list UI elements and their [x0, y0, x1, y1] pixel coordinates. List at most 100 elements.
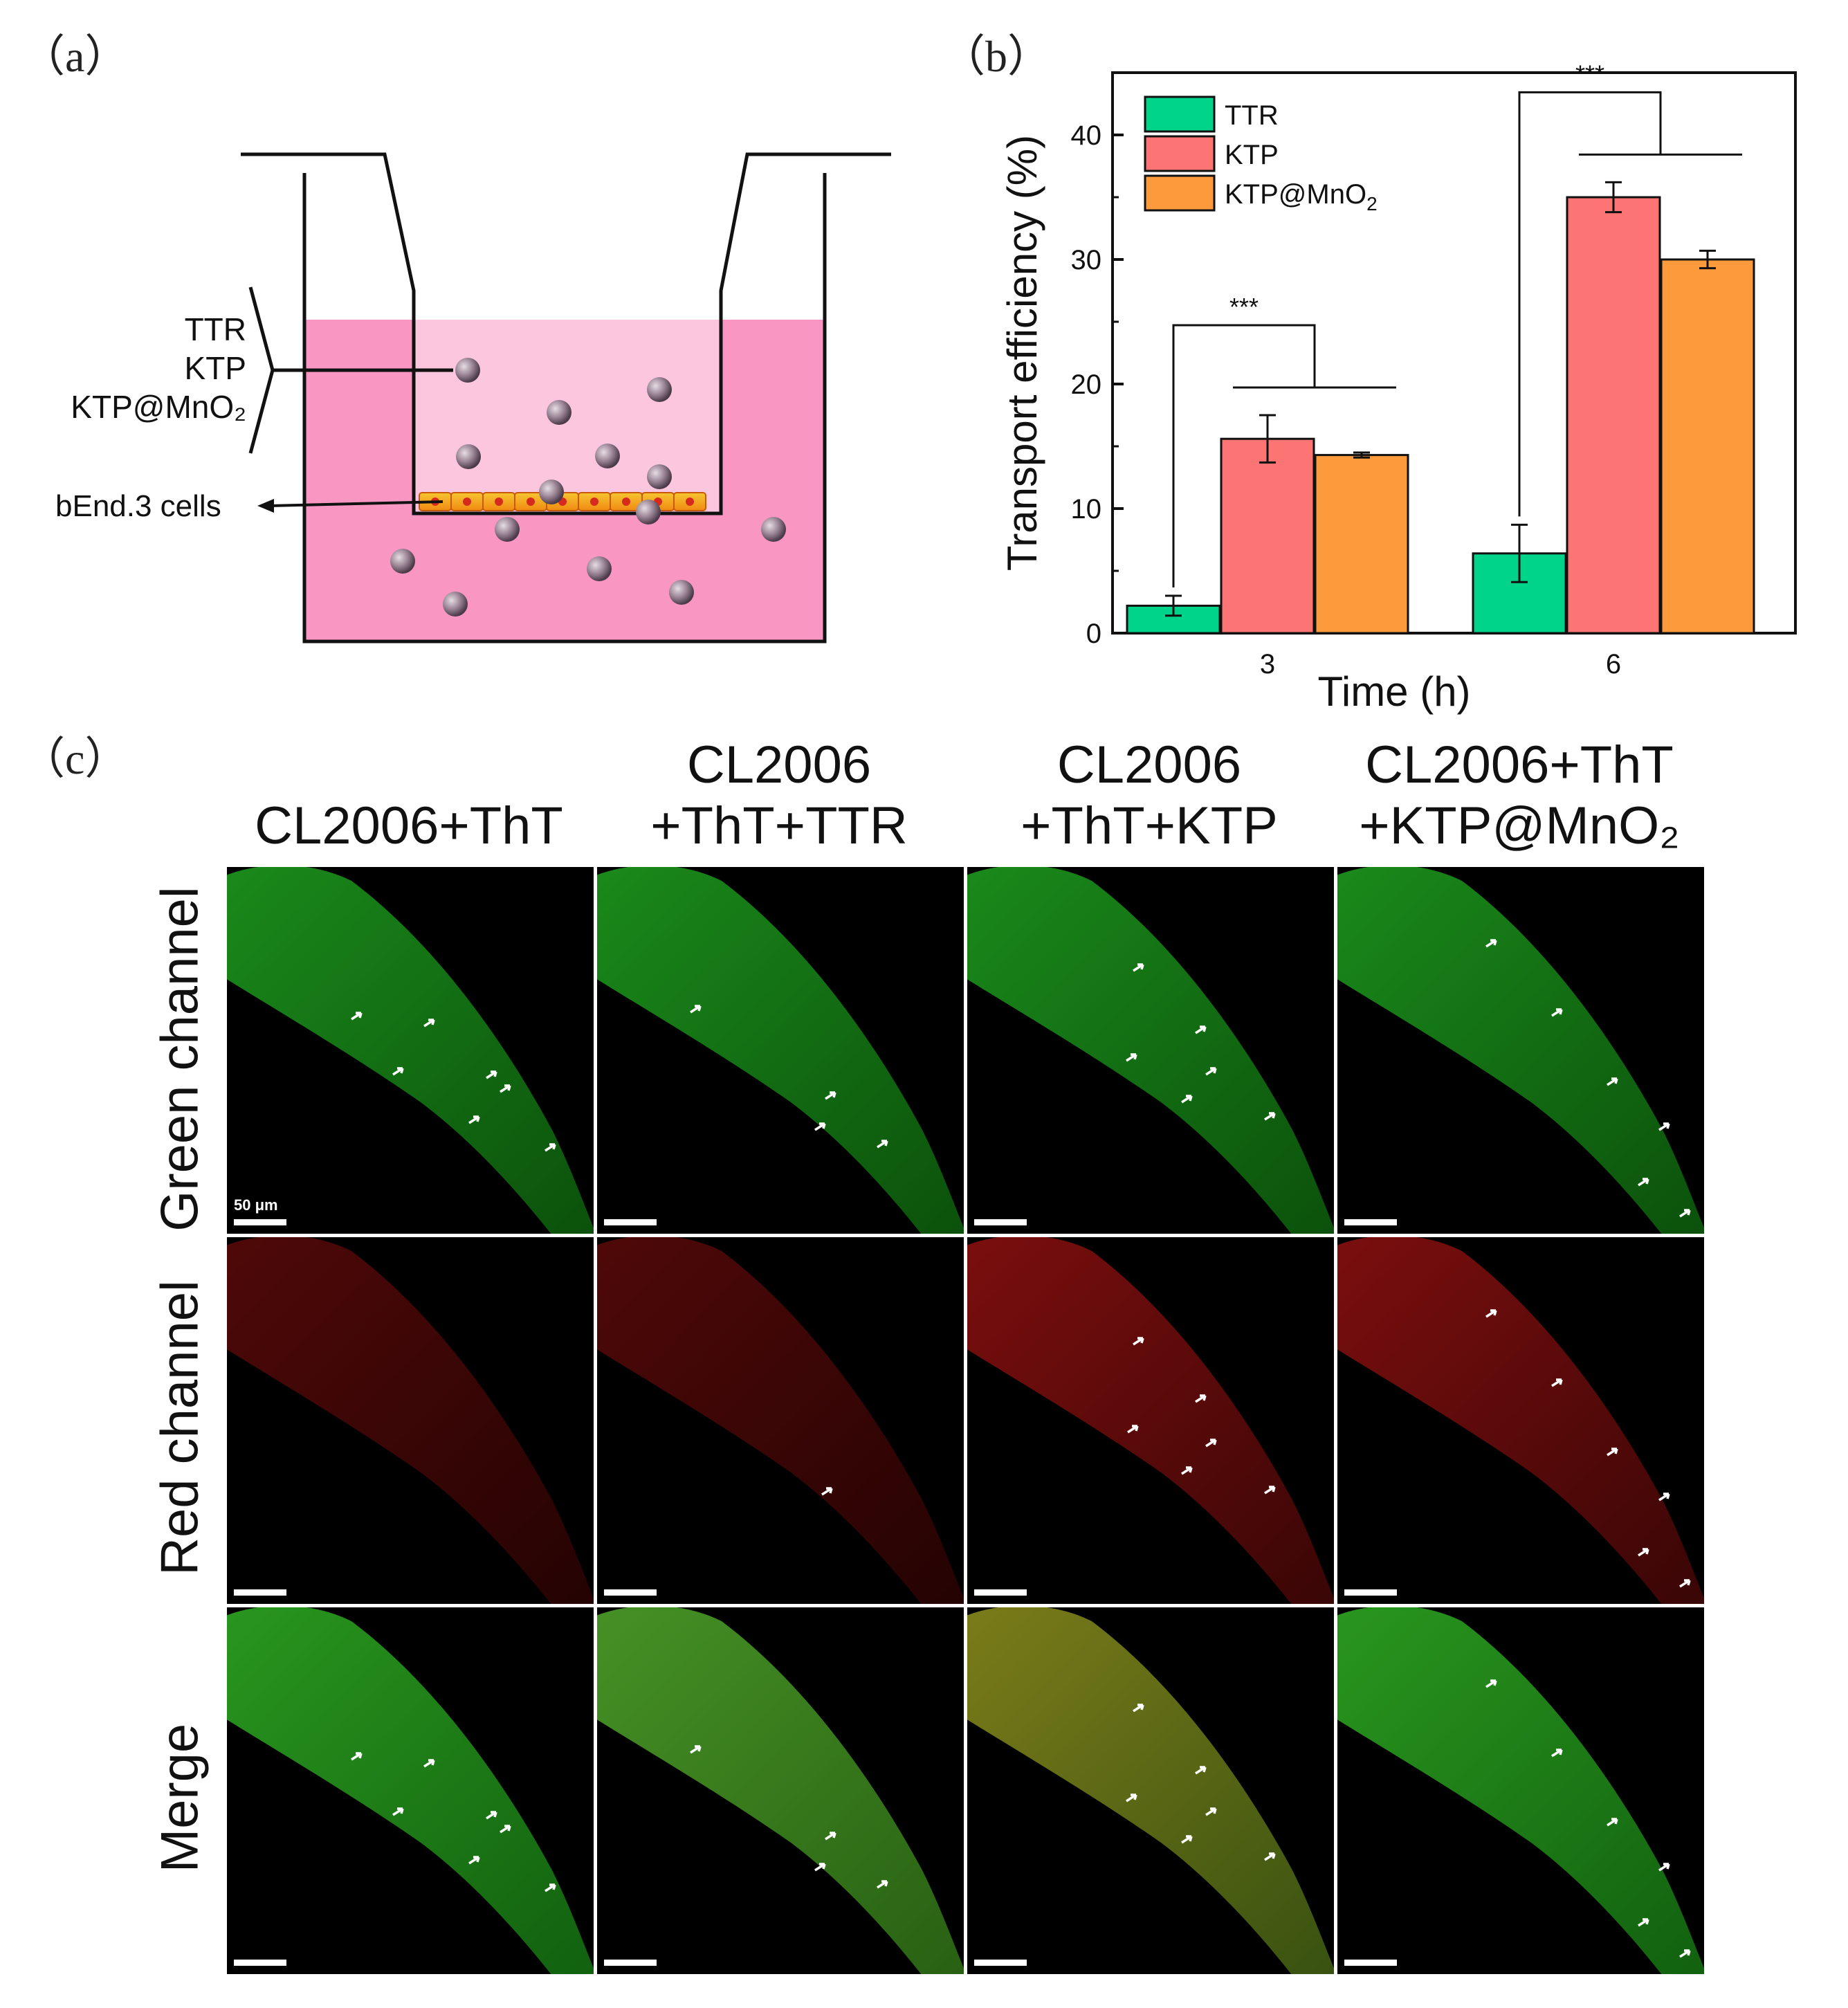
row-title-green: Green channel	[150, 886, 210, 1232]
y-tick-label-4: 40	[1071, 120, 1102, 151]
arrow-marker	[1195, 1025, 1207, 1034]
bar-ktpmno-6h	[1660, 258, 1755, 635]
y-tick-label-1: 10	[1071, 494, 1102, 524]
bar-chart: 0 10 20 30 40 3 6 *** *** Time (h) Transport effic…	[999, 60, 1797, 715]
legend-label-0: TTR	[1225, 100, 1279, 131]
arrow-marker	[1607, 1077, 1618, 1086]
arrow-marker	[1607, 1448, 1618, 1457]
bar-ktp-6h	[1566, 196, 1661, 635]
nanoparticles	[390, 358, 786, 617]
sig-bracket-0	[1172, 324, 1316, 587]
arrow-marker	[1181, 1835, 1193, 1844]
arrow-marker	[423, 1019, 435, 1028]
arrow-marker	[690, 1005, 702, 1014]
scale-bar	[604, 1960, 657, 1966]
x-tick-label-0: 3	[1260, 649, 1275, 679]
arrow-marker	[1264, 1112, 1276, 1121]
arrow-marker	[1551, 1008, 1563, 1017]
arrow-marker	[1658, 1493, 1670, 1502]
scale-bar	[1344, 1589, 1397, 1596]
micrograph-red-1	[227, 1237, 594, 1604]
legend-swatch-2	[1144, 174, 1216, 212]
row-title-red: Red channel	[150, 1280, 210, 1576]
arrow-marker	[1658, 1122, 1670, 1131]
micrograph-merge-3	[967, 1607, 1334, 1974]
arrow-marker	[1195, 1394, 1207, 1403]
arrow-marker	[814, 1863, 826, 1872]
micrograph-merge-4	[1337, 1607, 1704, 1974]
arrow-marker	[825, 1091, 836, 1100]
scale-bar	[1344, 1219, 1397, 1225]
arrow-marker	[545, 1883, 556, 1892]
arrow-marker	[1658, 1863, 1670, 1872]
cell-monolayer	[419, 492, 706, 511]
arrow-marker	[1679, 1949, 1691, 1958]
arrow-marker	[468, 1115, 480, 1124]
arrow-marker	[1133, 1337, 1144, 1346]
scale-bar	[234, 1960, 286, 1966]
arrow-marker	[877, 1880, 888, 1889]
legend-swatch-1	[1144, 135, 1216, 172]
arrow-marker	[392, 1067, 404, 1076]
arrow-marker	[1551, 1749, 1563, 1758]
bar-ktpmno-3h	[1314, 454, 1409, 635]
scale-bar	[974, 1219, 1027, 1225]
scale-bar	[234, 1219, 286, 1225]
arrow-marker	[814, 1122, 826, 1131]
arrow-marker	[1205, 1439, 1217, 1448]
arrow-marker	[1679, 1579, 1691, 1588]
arrow-marker	[877, 1140, 888, 1149]
scale-bar	[604, 1589, 657, 1596]
x-tick-label-1: 6	[1606, 649, 1621, 679]
diagram-label-ttr: TTR	[185, 311, 246, 347]
scale-bar	[234, 1589, 286, 1596]
micrograph-merge-2	[597, 1607, 964, 1974]
micrograph-green-2	[597, 867, 964, 1234]
panel-label-b: （b）	[941, 32, 1052, 81]
sig-label-1: ***	[1575, 60, 1604, 88]
arrow-marker	[1679, 1209, 1691, 1218]
sig-label-0: ***	[1229, 293, 1259, 321]
cells-arrow-line	[269, 500, 443, 507]
diagram-label-ktp: KTP	[185, 350, 246, 386]
bar-ttr-3h	[1126, 604, 1221, 635]
arrow-marker	[1485, 939, 1497, 948]
arrow-marker	[1181, 1095, 1193, 1104]
column-title-3: CL2006 +ThT+KTP	[1021, 736, 1278, 855]
arrow-marker	[1181, 1466, 1193, 1475]
arrow-marker	[1127, 1425, 1139, 1434]
arrow-marker	[1195, 1766, 1207, 1775]
arrow-marker	[423, 1759, 435, 1768]
arrow-marker	[486, 1811, 497, 1820]
arrow-marker	[1133, 1704, 1144, 1713]
legend-swatch-0	[1144, 95, 1216, 133]
arrow-marker	[1126, 1053, 1137, 1062]
arrow-marker	[545, 1143, 556, 1152]
arrow-marker	[1638, 1178, 1649, 1187]
panel-label-c: （c）	[21, 734, 129, 783]
legend-label-2: KTP@MnO2	[1225, 179, 1378, 215]
scale-bar	[604, 1219, 657, 1225]
micrograph-green-4	[1337, 867, 1704, 1234]
y-axis-label: Transport efficiency (%)	[999, 135, 1045, 571]
diagram-label-ktp-mno2: KTP@MnO₂	[71, 389, 246, 425]
insert-wall	[241, 152, 891, 515]
arrow-marker	[1485, 1679, 1497, 1688]
micrograph-green-3	[967, 867, 1334, 1234]
row-title-merge: Merge	[150, 1723, 210, 1873]
arrow-marker	[1133, 963, 1144, 972]
arrow-marker	[1638, 1918, 1649, 1927]
column-title-2: CL2006 +ThT+TTR	[650, 736, 908, 855]
micrograph-red-3	[967, 1237, 1334, 1604]
bar-ktp-3h	[1220, 437, 1315, 635]
panel-label-a: （a）	[21, 32, 129, 81]
plot-frame	[1111, 71, 1797, 635]
arrow-marker	[1485, 1309, 1497, 1318]
arrow-marker	[1607, 1818, 1618, 1827]
arrow-marker	[468, 1856, 480, 1865]
scale-bar	[974, 1960, 1027, 1966]
arrow-marker	[690, 1745, 702, 1754]
arrow-marker	[351, 1012, 363, 1021]
y-tick-label-3: 30	[1071, 245, 1102, 275]
arrow-marker	[500, 1084, 511, 1093]
